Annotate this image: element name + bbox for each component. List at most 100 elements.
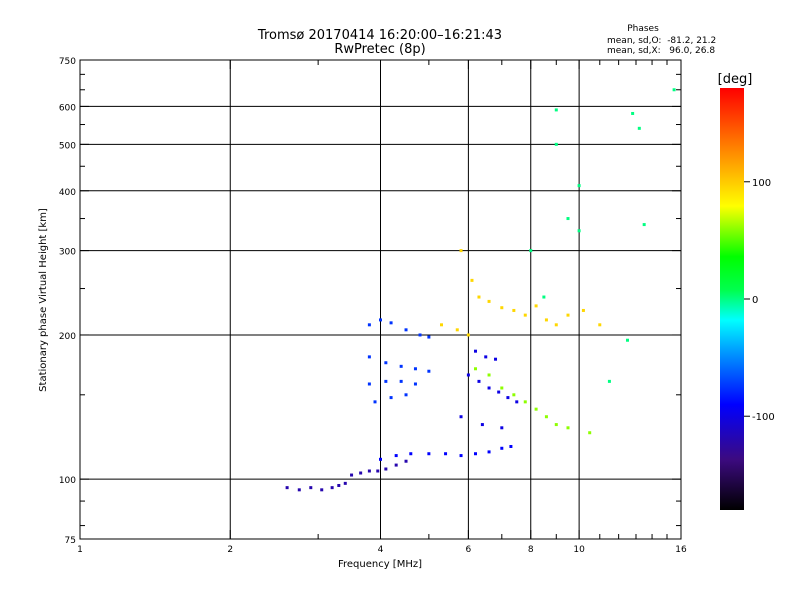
grid-lines (80, 60, 681, 539)
data-point (672, 88, 676, 92)
colorbar-tick-label: -100 (752, 412, 775, 423)
data-point (487, 373, 491, 377)
data-point (500, 306, 504, 310)
data-point (320, 488, 324, 492)
x-tick-label: 2 (227, 545, 233, 555)
data-point (487, 299, 491, 303)
data-point (466, 333, 470, 337)
data-point (477, 379, 481, 383)
y-tick-label: 75 (65, 536, 76, 546)
data-point (637, 126, 641, 130)
data-point (367, 382, 371, 386)
data-point (512, 308, 516, 312)
data-point (404, 393, 408, 397)
phase-stats-o-mode: mean, sd,O: -81.2, 21.2 (607, 36, 716, 46)
data-point (459, 415, 463, 419)
y-tick-label: 750 (59, 57, 76, 67)
data-point (413, 382, 417, 386)
colorbar-gradient (720, 88, 744, 510)
data-point (642, 223, 646, 227)
y-tick-label: 600 (59, 103, 76, 113)
y-tick-label: 500 (59, 141, 76, 151)
data-point (484, 355, 488, 359)
data-point (466, 373, 470, 377)
data-point (500, 446, 504, 450)
data-point (459, 454, 463, 458)
data-point (607, 379, 611, 383)
data-point (480, 423, 484, 427)
data-point (487, 386, 491, 390)
data-point (409, 452, 413, 456)
data-point (285, 486, 289, 490)
data-point (427, 335, 431, 339)
data-point (534, 407, 538, 411)
data-point (554, 423, 558, 427)
data-point (399, 364, 403, 368)
data-point (440, 323, 444, 327)
data-point (389, 396, 393, 400)
x-tick-label: 4 (378, 545, 384, 555)
data-point (477, 295, 481, 299)
data-point (566, 217, 570, 221)
data-point (376, 469, 380, 473)
data-point (554, 323, 558, 327)
data-point (359, 471, 363, 475)
data-point (509, 444, 513, 448)
x-axis-label: Frequency [MHz] (338, 559, 422, 570)
data-point (350, 473, 354, 477)
data-point (367, 355, 371, 359)
data-point (367, 469, 371, 473)
data-point (588, 431, 592, 435)
data-point (566, 426, 570, 430)
data-point (631, 111, 635, 115)
data-point (487, 450, 491, 454)
x-tick-label: 8 (528, 545, 534, 555)
chart-title: Tromsø 20170414 16:20:00–16:21:43 (257, 28, 502, 43)
data-point (473, 452, 477, 456)
data-point (394, 463, 398, 467)
data-point (459, 249, 463, 253)
phase-stats-heading: Phases (627, 24, 659, 34)
chart-title-group: Tromsø 20170414 16:20:00–16:21:43 RwPret… (257, 28, 502, 57)
colorbar-label: [deg] (718, 72, 753, 87)
data-point (577, 229, 581, 233)
data-point (404, 328, 408, 332)
data-point (455, 328, 459, 332)
data-point (384, 467, 388, 471)
data-point (367, 323, 371, 327)
data-point (399, 379, 403, 383)
data-point (534, 304, 538, 308)
data-point (394, 454, 398, 458)
x-tick-labels: 1 2 4 6 8 10 16 (77, 545, 687, 555)
data-point (343, 481, 347, 485)
y-tick-label: 100 (59, 476, 76, 486)
data-point (379, 457, 382, 461)
data-point (330, 486, 334, 490)
x-tick-label: 6 (466, 545, 472, 555)
axis-ticks (79, 59, 682, 540)
data-points (285, 88, 676, 492)
data-point (581, 308, 585, 312)
data-point (515, 400, 519, 404)
phase-stats-x-mode: mean, sd,X: 96.0, 26.8 (607, 46, 715, 56)
data-point (384, 379, 388, 383)
data-point (544, 415, 548, 419)
data-point (418, 333, 422, 337)
data-point (554, 142, 558, 146)
data-point (500, 386, 504, 390)
y-tick-labels: 75 100 200 300 400 500 600 750 (59, 57, 76, 546)
data-point (598, 323, 602, 327)
data-point (404, 459, 408, 463)
data-point (544, 318, 548, 322)
data-point (473, 349, 477, 353)
data-point (497, 390, 501, 394)
data-point (577, 184, 581, 188)
data-point (379, 318, 382, 322)
y-tick-label: 400 (59, 188, 76, 198)
data-point (512, 393, 516, 397)
y-tick-label: 200 (59, 332, 76, 342)
data-point (373, 400, 377, 404)
data-point (297, 488, 301, 492)
phase-colorbar: [deg] 100 0 -100 (718, 72, 775, 510)
data-point (625, 338, 629, 342)
